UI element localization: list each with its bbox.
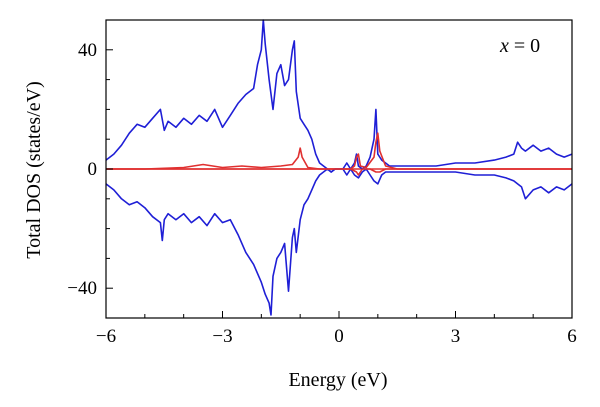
y-tick-label: 0 — [88, 159, 98, 180]
series-line-2 — [106, 132, 572, 170]
series-line-0 — [105, 19, 573, 176]
x-axis-title: Energy (eV) — [288, 369, 387, 391]
y-tick-label: −40 — [67, 278, 97, 299]
annotation-value: = 0 — [509, 35, 540, 57]
x-tick-label: −6 — [96, 326, 116, 347]
axes: −6 −3 0 3 6 −40 0 40 — [67, 19, 577, 347]
panel-annotation: x = 0 — [499, 35, 540, 57]
series-line-3 — [106, 168, 572, 176]
series-layer — [105, 19, 573, 316]
y-axis-title: Total DOS (states/eV) — [23, 81, 45, 258]
annotation-variable: x — [499, 35, 509, 57]
x-tick-label: 3 — [451, 326, 461, 347]
x-tick-label: 0 — [334, 326, 344, 347]
x-tick-label: −3 — [212, 326, 232, 347]
x-tick-label: 6 — [567, 326, 577, 347]
series-line-1 — [105, 162, 573, 316]
y-tick-label: 40 — [78, 40, 97, 61]
